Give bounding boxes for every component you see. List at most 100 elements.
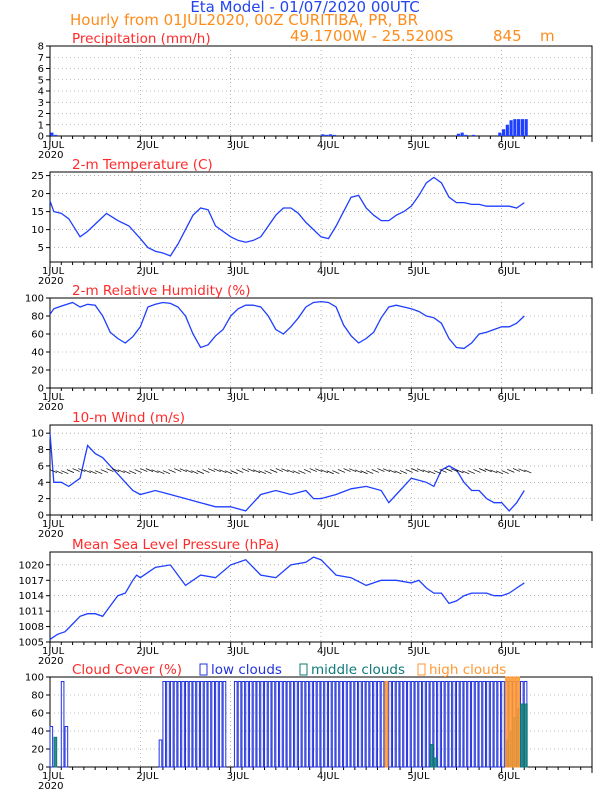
wind-arrow bbox=[230, 470, 238, 474]
wind-panel: 0 2 4 6 8 10 1JUL 2JUL 3JUL 4JUL 5JUL 6JUL 2020 10-m … bbox=[31, 410, 593, 540]
wind-arrow bbox=[332, 470, 340, 474]
cloud-bar-low-clouds bbox=[177, 681, 182, 768]
cloud-bar-low-clouds bbox=[158, 739, 163, 768]
wind-arrow bbox=[89, 470, 97, 475]
header-subtitle: Hourly from 01JUL2020, 00Z CURITIBA, PR,… bbox=[70, 11, 418, 29]
wind-arrow bbox=[275, 468, 283, 472]
precip-ytick-label: 7 bbox=[38, 53, 44, 64]
cloud-bar-low-clouds bbox=[271, 681, 276, 768]
wind-arrow bbox=[241, 468, 250, 472]
wind-arrow bbox=[270, 469, 278, 473]
cloud-bar-low-clouds bbox=[222, 681, 227, 768]
cloud-bar-low-clouds bbox=[203, 681, 208, 768]
humidity-title: 2-m Relative Humidity (%) bbox=[72, 283, 251, 299]
clouds-xtick-label: 4JUL bbox=[317, 771, 340, 782]
cloud-bar-low-clouds bbox=[433, 681, 438, 768]
wind-ytick-label: 0 bbox=[38, 511, 44, 522]
wind-arrow bbox=[117, 469, 125, 473]
humidity-panel: 0 20 40 60 80 100 1JUL 2JUL 3JUL 4JUL 5JUL 6JUL 2020… bbox=[25, 283, 593, 413]
cloud-bar-high-clouds bbox=[512, 676, 517, 768]
wind-xtick-label: 1JUL bbox=[42, 519, 65, 530]
wind-arrow bbox=[219, 469, 227, 474]
wind-arrow bbox=[411, 468, 419, 472]
wind-arrow bbox=[61, 470, 69, 474]
cloud-bar-low-clouds bbox=[471, 681, 475, 768]
wind-xtick-label: 4JUL bbox=[317, 519, 340, 530]
temperature-title: 2-m Temperature (C) bbox=[72, 157, 213, 173]
cloud-bar-low-clouds bbox=[339, 681, 343, 768]
precip-year-label: 2020 bbox=[38, 150, 63, 161]
precip-bar bbox=[460, 132, 464, 136]
pressure-ytick-label: 1011 bbox=[19, 607, 44, 618]
precip-bar bbox=[332, 134, 336, 136]
cloud-bar-low-clouds bbox=[493, 681, 498, 768]
cloud-bar-low-clouds bbox=[369, 681, 374, 768]
wind-arrow bbox=[501, 470, 509, 474]
cloud-bar-low-clouds bbox=[354, 681, 359, 768]
wind-title: 10-m Wind (m/s) bbox=[72, 410, 185, 426]
wind-arrow bbox=[202, 469, 210, 473]
cloud-bar-low-clouds bbox=[312, 681, 317, 768]
cloud-bar-low-clouds bbox=[425, 681, 430, 768]
legend-swatch-middle-clouds bbox=[299, 663, 308, 676]
cloud-bar-low-clouds bbox=[260, 681, 264, 768]
pressure-xtick-label: 3JUL bbox=[227, 646, 250, 657]
clouds-xtick-label: 6JUL bbox=[498, 771, 521, 782]
cloud-bar-low-clouds bbox=[376, 681, 381, 768]
legend-label-high-clouds: high clouds bbox=[429, 662, 506, 678]
wind-arrow bbox=[78, 468, 86, 472]
precip-bar bbox=[464, 134, 468, 136]
pressure-ytick-label: 1008 bbox=[19, 622, 44, 633]
cloud-bar-low-clouds bbox=[365, 681, 370, 768]
cloud-bar-low-clouds bbox=[392, 681, 396, 768]
wind-ytick-label: 10 bbox=[31, 429, 44, 440]
wind-arrow bbox=[303, 469, 312, 473]
cloud-bar-low-clouds bbox=[358, 681, 362, 768]
cloud-bar-low-clouds bbox=[452, 681, 456, 768]
wind-arrow bbox=[399, 470, 408, 474]
cloud-bar-low-clouds bbox=[403, 681, 407, 768]
wind-arrow bbox=[428, 470, 436, 475]
pressure-ytick-label: 1005 bbox=[19, 638, 44, 649]
cloud-bar-low-clouds bbox=[301, 681, 306, 768]
legend-label-middle-clouds: middle clouds bbox=[311, 662, 405, 678]
precip-bar bbox=[509, 120, 513, 136]
precip-xtick-label: 1JUL bbox=[42, 140, 65, 151]
cloud-bar-low-clouds bbox=[200, 681, 204, 768]
pressure-xtick-label: 2JUL bbox=[136, 646, 159, 657]
clouds-ytick-label: 40 bbox=[31, 727, 44, 738]
cloud-bar-low-clouds bbox=[448, 681, 453, 768]
cloud-bar-low-clouds bbox=[173, 681, 178, 768]
clouds-xtick-label: 5JUL bbox=[407, 771, 430, 782]
wind-arrow bbox=[151, 469, 159, 474]
precip-bar bbox=[517, 119, 521, 136]
wind-arrow bbox=[484, 468, 492, 473]
cloud-bar-low-clouds bbox=[343, 681, 347, 768]
wind-arrow bbox=[292, 470, 300, 475]
pressure-ytick-label: 1020 bbox=[19, 560, 44, 571]
cloud-bar-low-clouds bbox=[305, 681, 310, 768]
wind-arrow bbox=[439, 469, 447, 473]
wind-arrow bbox=[298, 470, 306, 474]
wind-arrow bbox=[309, 468, 317, 472]
cloud-bar-low-clouds bbox=[211, 681, 215, 768]
temperature-series-line bbox=[49, 176, 525, 257]
wind-year-label: 2020 bbox=[38, 529, 63, 540]
wind-arrow bbox=[326, 470, 334, 475]
cloud-bar-low-clouds bbox=[264, 681, 268, 768]
wind-arrow bbox=[366, 470, 374, 474]
wind-arrow bbox=[213, 468, 221, 472]
cloud-bar-low-clouds bbox=[192, 681, 197, 768]
cloud-bar-low-clouds bbox=[218, 681, 223, 768]
cloud-bar-middle-clouds bbox=[53, 736, 58, 768]
cloud-bar-middle-clouds bbox=[429, 744, 434, 768]
cloud-bar-low-clouds bbox=[444, 681, 449, 768]
clouds-ytick-label: 100 bbox=[25, 673, 44, 684]
precip-bar bbox=[505, 124, 509, 136]
wind-arrow bbox=[394, 470, 402, 475]
cloud-bar-low-clouds bbox=[331, 681, 336, 768]
header-elevation-unit: m bbox=[540, 27, 555, 45]
clouds-xtick-label: 2JUL bbox=[136, 771, 159, 782]
wind-arrow bbox=[157, 470, 165, 475]
cloud-bar-low-clouds bbox=[294, 681, 298, 768]
